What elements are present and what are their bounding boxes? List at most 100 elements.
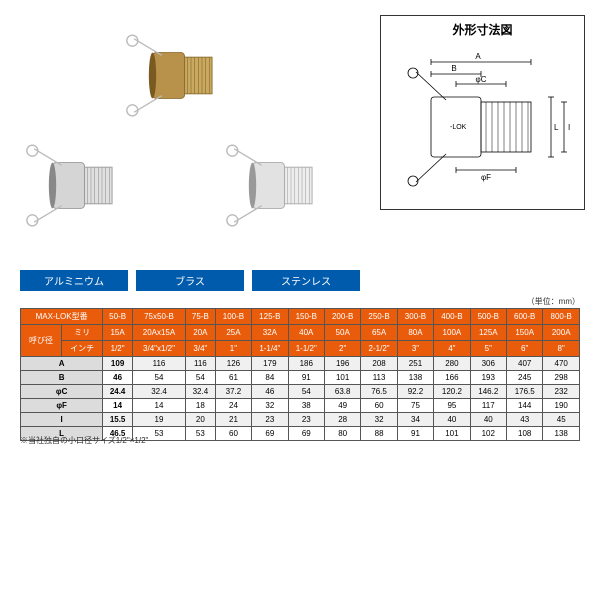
dim-value: 298 xyxy=(543,371,580,385)
dim-value: 109 xyxy=(103,357,133,371)
coupling-brass-icon xyxy=(125,28,235,123)
model-cell: 125-B xyxy=(252,309,288,325)
model-label-cell: MAX-LOK型番 xyxy=(21,309,103,325)
svg-text:B: B xyxy=(451,64,456,73)
inch-cell: 1/2" xyxy=(103,341,133,357)
dim-value: 63.8 xyxy=(324,385,360,399)
product-brass xyxy=(120,20,240,130)
dimension-drawing-icon: A B φC φF I L -LOK xyxy=(386,42,581,202)
svg-text:φF: φF xyxy=(481,173,491,182)
model-cell: 75x50-B xyxy=(132,309,185,325)
model-cell: 300-B xyxy=(397,309,433,325)
dim-value: 14 xyxy=(132,399,185,413)
dim-value: 49 xyxy=(324,399,360,413)
dim-value: 28 xyxy=(324,413,360,427)
dim-value: 23 xyxy=(288,413,324,427)
svg-text:I: I xyxy=(568,123,570,132)
dim-value: 32 xyxy=(252,399,288,413)
footnote: ※当社独自の小口径サイズ1/2"×1/2" xyxy=(20,435,148,446)
dim-value: 407 xyxy=(507,357,543,371)
table-header-row: MAX-LOK型番50-B75x50-B75-B100-B125-B150-B2… xyxy=(21,309,580,325)
model-cell: 200-B xyxy=(324,309,360,325)
dim-value: 306 xyxy=(470,357,506,371)
mm-cell: 65A xyxy=(361,325,397,341)
dim-value: 92.2 xyxy=(397,385,433,399)
dim-label: B xyxy=(21,371,103,385)
mm-cell: 50A xyxy=(324,325,360,341)
dim-value: 117 xyxy=(470,399,506,413)
dim-value: 116 xyxy=(186,357,216,371)
model-cell: 600-B xyxy=(507,309,543,325)
dim-value: 19 xyxy=(132,413,185,427)
dim-value: 54 xyxy=(186,371,216,385)
dim-value: 46 xyxy=(252,385,288,399)
dim-label: φC xyxy=(21,385,103,399)
dim-value: 146.2 xyxy=(470,385,506,399)
dim-value: 102 xyxy=(470,427,506,441)
inch-cell: 3" xyxy=(397,341,433,357)
dim-value: 108 xyxy=(507,427,543,441)
dim-value: 60 xyxy=(361,399,397,413)
svg-text:A: A xyxy=(475,52,481,61)
dim-value: 40 xyxy=(434,413,470,427)
table-row: B465454618491101113138166193245298 xyxy=(21,371,580,385)
material-labels: アルミニウム ブラス ステンレス xyxy=(20,270,360,291)
mm-cell: 200A xyxy=(543,325,580,341)
mm-cell: 20A xyxy=(186,325,216,341)
dim-value: 32 xyxy=(361,413,397,427)
inch-label-cell: インチ xyxy=(62,341,103,357)
inch-cell: 3/4" xyxy=(186,341,216,357)
dim-value: 190 xyxy=(543,399,580,413)
model-cell: 400-B xyxy=(434,309,470,325)
table-row: φC24.432.432.437.2465463.876.592.2120.21… xyxy=(21,385,580,399)
coupling-stainless-icon xyxy=(225,138,335,233)
mm-cell: 80A xyxy=(397,325,433,341)
coupling-alum-icon xyxy=(25,138,135,233)
dim-value: 280 xyxy=(434,357,470,371)
inch-cell: 1-1/2" xyxy=(288,341,324,357)
dim-value: 138 xyxy=(543,427,580,441)
dim-value: 43 xyxy=(507,413,543,427)
dim-value: 32.4 xyxy=(132,385,185,399)
model-cell: 100-B xyxy=(215,309,251,325)
dim-value: 54 xyxy=(288,385,324,399)
mm-cell: 25A xyxy=(215,325,251,341)
dim-value: 69 xyxy=(288,427,324,441)
inch-cell: 8" xyxy=(543,341,580,357)
dim-value: 32.4 xyxy=(186,385,216,399)
inch-cell: 5" xyxy=(470,341,506,357)
dim-value: 88 xyxy=(361,427,397,441)
dim-value: 232 xyxy=(543,385,580,399)
dim-value: 20 xyxy=(186,413,216,427)
dim-value: 101 xyxy=(324,371,360,385)
dim-value: 37.2 xyxy=(215,385,251,399)
dim-value: 196 xyxy=(324,357,360,371)
label-brass: ブラス xyxy=(136,270,244,291)
dim-label: A xyxy=(21,357,103,371)
dim-value: 138 xyxy=(397,371,433,385)
mm-label-cell: ミリ xyxy=(62,325,103,341)
dim-value: 208 xyxy=(361,357,397,371)
model-cell: 500-B xyxy=(470,309,506,325)
dim-value: 116 xyxy=(132,357,185,371)
model-cell: 50-B xyxy=(103,309,133,325)
dim-value: 23 xyxy=(252,413,288,427)
inch-cell: 2-1/2" xyxy=(361,341,397,357)
dim-value: 91 xyxy=(288,371,324,385)
dim-value: 76.5 xyxy=(361,385,397,399)
diagram-title: 外形寸法図 xyxy=(386,21,579,38)
dim-value: 18 xyxy=(186,399,216,413)
top-area: 外形寸法図 A B φC φF I L xyxy=(0,0,600,300)
dim-value: 179 xyxy=(252,357,288,371)
label-stainless: ステンレス xyxy=(252,270,360,291)
mm-cell: 100A xyxy=(434,325,470,341)
dim-value: 245 xyxy=(507,371,543,385)
svg-text:φC: φC xyxy=(476,75,487,84)
svg-text:L: L xyxy=(554,123,559,132)
dim-value: 69 xyxy=(252,427,288,441)
table-row: φF14141824323849607595117144190 xyxy=(21,399,580,413)
mm-cell: 32A xyxy=(252,325,288,341)
dim-value: 95 xyxy=(434,399,470,413)
dim-value: 34 xyxy=(397,413,433,427)
inch-cell: 1" xyxy=(215,341,251,357)
